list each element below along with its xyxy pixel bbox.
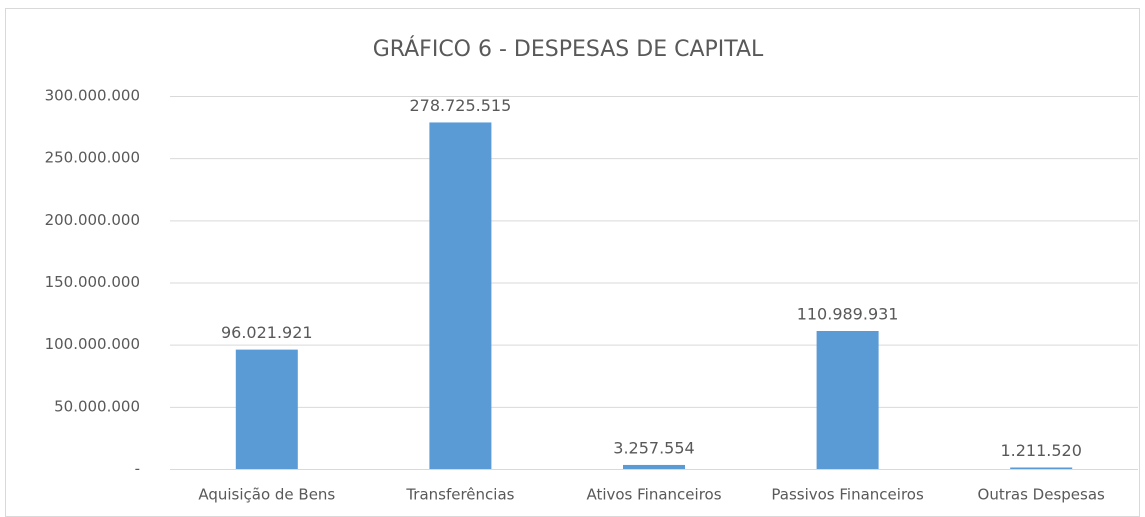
y-tick-label: -	[135, 460, 140, 478]
y-tick-label: 250.000.000	[45, 149, 140, 167]
y-tick-label: 200.000.000	[45, 211, 140, 229]
data-label: 110.989.931	[797, 305, 899, 324]
bar	[235, 349, 298, 469]
data-label: 278.725.515	[410, 96, 512, 115]
chart-title: GRÁFICO 6 - DESPESAS DE CAPITAL	[373, 36, 764, 62]
y-tick-label: 150.000.000	[45, 273, 140, 291]
data-label: 3.257.554	[613, 438, 694, 457]
chart-border	[5, 8, 1140, 517]
x-tick-label: Passivos Financeiros	[771, 486, 924, 504]
x-tick-label: Aquisição de Bens	[198, 486, 335, 504]
y-tick-label: 100.000.000	[45, 335, 140, 353]
bar	[623, 464, 685, 469]
y-tick-label: 300.000.000	[45, 87, 140, 105]
x-tick-label: Ativos Financeiros	[586, 486, 721, 504]
bar	[429, 122, 492, 469]
y-tick-label: 50.000.000	[54, 397, 140, 415]
data-label: 1.211.520	[1000, 441, 1081, 460]
x-tick-label: Transferências	[405, 486, 514, 504]
bar	[1010, 467, 1073, 469]
bar	[816, 331, 879, 469]
x-tick-label: Outras Despesas	[978, 486, 1105, 504]
data-label: 96.021.921	[221, 323, 313, 342]
